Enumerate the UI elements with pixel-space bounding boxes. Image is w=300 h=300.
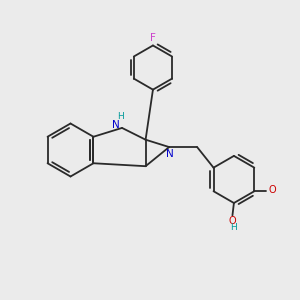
Text: N: N (112, 120, 119, 130)
Text: H: H (230, 223, 237, 232)
Text: H: H (117, 112, 124, 121)
Text: O: O (229, 216, 236, 226)
Text: F: F (150, 33, 156, 43)
Text: N: N (166, 148, 174, 158)
Text: O: O (268, 185, 276, 195)
